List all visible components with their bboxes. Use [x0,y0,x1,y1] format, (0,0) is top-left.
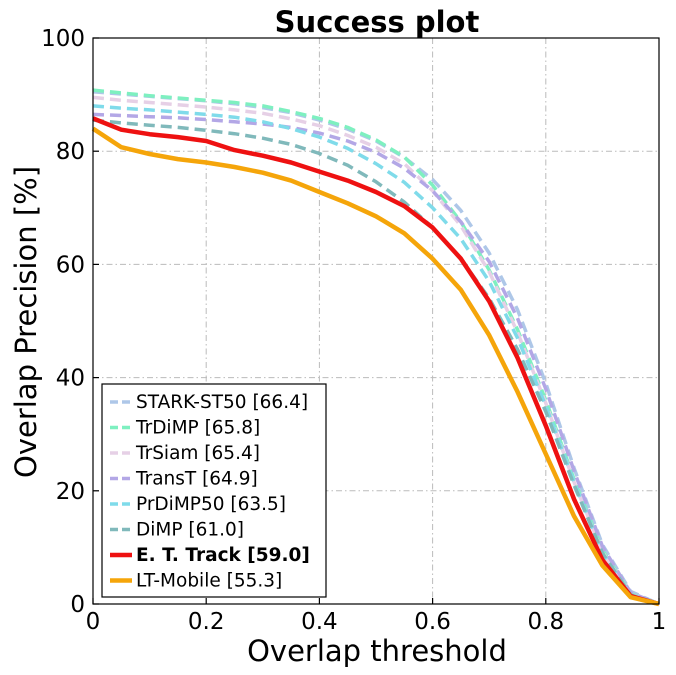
x-tick-label: 0 [86,609,101,635]
legend-label: TransT [64.9] [135,469,258,490]
x-tick-label: 0.4 [301,609,338,635]
legend-label: DiMP [61.0] [136,520,244,541]
legend-label: PrDiMP50 [63.5] [136,494,286,515]
series-line [92,112,660,606]
x-axis-label: Overlap threshold [247,634,507,668]
legend-label: TrSiam [65.4] [135,443,260,464]
legend-box [101,383,327,598]
axis-ticks: 0 0.2 0.4 0.6 0.8 1 0 20 40 60 80 100 [41,26,666,635]
legend-label: TrDiMP [65.8] [135,418,260,439]
legend-label: LT-Mobile [55.3] [136,571,282,592]
x-tick-label: 0.6 [414,609,451,635]
legend-label: E. T. Track [59.0] [136,545,310,566]
series-line [92,118,660,606]
legend: STARK-ST50 [66.4] TrDiMP [65.8] TrSiam [65… [101,383,327,598]
chart-title: Success plot [275,5,480,39]
series-line [92,88,660,606]
x-tick-label: 0.8 [528,609,565,635]
y-tick-label: 40 [56,366,85,392]
y-axis-label: Overlap Precision [%] [9,166,43,478]
y-tick-label: 0 [70,592,85,618]
y-tick-label: 80 [56,139,85,165]
series-line [92,116,660,607]
series-line [92,95,660,606]
x-tick-label: 1 [652,609,667,635]
series-layer [91,88,660,607]
legend-label: STARK-ST50 [66.4] [136,392,308,413]
y-tick-label: 60 [56,252,85,278]
x-tick-label: 0.2 [188,609,225,635]
plot-frame [92,37,660,605]
y-tick-label: 20 [56,479,85,505]
y-tick-label: 100 [41,26,85,52]
series-line [91,126,660,607]
